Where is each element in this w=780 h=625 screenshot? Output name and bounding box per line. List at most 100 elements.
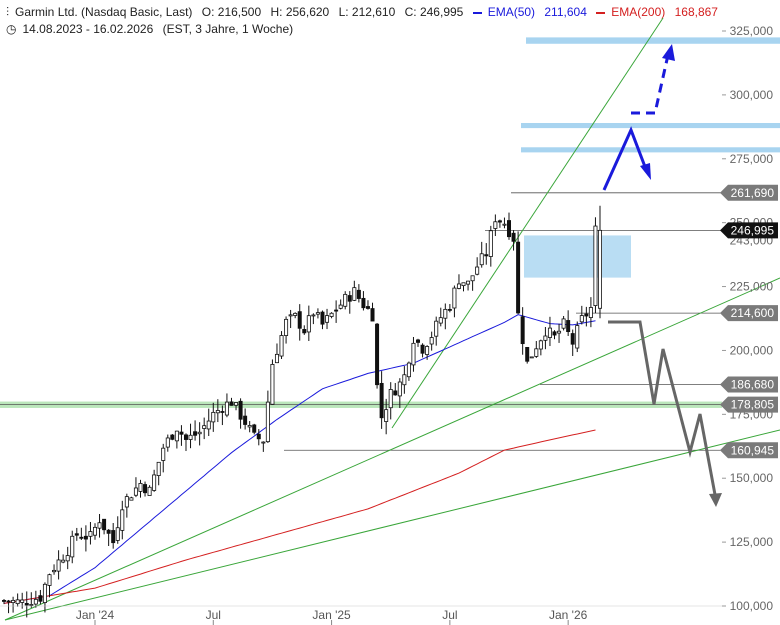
candle-body	[88, 531, 93, 537]
date-range: 14.08.2023 - 16.02.2026	[22, 22, 154, 36]
candle	[315, 308, 320, 319]
axes-layer: 100,000125,000150,000175,000200,000225,0…	[0, 24, 778, 625]
reference-lines-layer	[0, 192, 722, 451]
candle-body	[356, 289, 361, 299]
candle-body	[79, 536, 84, 539]
candle-body	[143, 484, 148, 494]
candle	[561, 315, 566, 331]
candle-body	[229, 401, 234, 406]
resistance-zone	[526, 37, 780, 44]
candle-body	[206, 420, 211, 430]
candle-body	[170, 434, 175, 440]
ema200-label: EMA(200)	[611, 5, 666, 19]
candle	[297, 304, 302, 341]
candle	[552, 330, 557, 340]
candle	[224, 393, 229, 418]
candle-body	[361, 297, 366, 309]
candle	[325, 308, 330, 330]
candle-body	[461, 282, 466, 287]
candle-body	[552, 331, 557, 336]
trendlines-layer	[4, 17, 780, 621]
candle-body	[147, 486, 152, 496]
gap-zone	[524, 235, 631, 278]
candle-body	[61, 559, 66, 563]
resistance-zone	[521, 123, 780, 129]
candle-body	[306, 315, 311, 333]
ema-layer	[3, 314, 596, 604]
candle	[152, 469, 157, 492]
candle-body	[70, 535, 75, 558]
candle	[361, 291, 366, 311]
candle-body	[411, 342, 416, 366]
candle-body	[516, 241, 521, 314]
candle	[42, 582, 47, 613]
candle	[543, 326, 548, 350]
candle	[311, 313, 316, 325]
candle	[65, 546, 70, 570]
candle	[70, 530, 75, 564]
candle	[397, 378, 402, 409]
price-tag-label: 214,600	[731, 306, 775, 320]
candle	[179, 425, 184, 446]
candles-layer	[2, 205, 603, 618]
candle	[420, 343, 425, 358]
candle-body	[393, 390, 398, 396]
candle-body	[102, 518, 107, 531]
candle-body	[33, 598, 38, 605]
price-tag-bg	[720, 184, 778, 201]
candle-body	[538, 340, 543, 350]
candle	[402, 366, 407, 394]
chart-settings: (EST, 3 Jahre, 1 Woche)	[162, 22, 294, 36]
candle	[470, 275, 475, 291]
candle-body	[593, 225, 598, 306]
last-price-tag-label: 246,995	[731, 223, 775, 237]
candle	[511, 230, 516, 251]
candle-body	[65, 555, 70, 562]
candle-body	[197, 431, 202, 435]
candle-body	[15, 599, 20, 605]
candle-body	[265, 401, 270, 443]
candle-body	[456, 283, 461, 289]
candle	[247, 421, 252, 433]
candle-body	[252, 424, 257, 433]
candle	[143, 481, 148, 497]
candle-body	[124, 496, 129, 508]
candle-body	[302, 329, 307, 334]
candle-body	[29, 604, 34, 606]
candle-body	[529, 356, 534, 359]
candle-body	[270, 364, 275, 405]
candle	[570, 329, 575, 356]
candle	[388, 382, 393, 420]
close-value: C: 246,995	[404, 5, 464, 19]
candle	[557, 323, 562, 343]
candle-body	[115, 527, 120, 541]
candle	[434, 316, 439, 346]
clock-icon: ◷	[6, 22, 17, 36]
candle-body	[416, 339, 421, 343]
y-tick-label: 225,000	[730, 280, 774, 294]
candle-body	[156, 461, 161, 476]
candle-body	[179, 431, 184, 435]
candle	[115, 516, 120, 544]
candle-body	[543, 335, 548, 341]
candle	[234, 402, 239, 411]
y-tick-label: 300,000	[730, 88, 774, 102]
candle	[6, 599, 11, 614]
candle-body	[52, 569, 57, 573]
ema50-line	[3, 314, 596, 604]
candle-body	[111, 530, 116, 544]
candle	[479, 241, 484, 268]
candle-body	[561, 318, 566, 329]
candle	[202, 417, 207, 440]
candle	[520, 307, 525, 355]
candle-body	[138, 483, 143, 492]
candle	[188, 423, 193, 449]
candle	[538, 339, 543, 356]
candle-body	[370, 308, 375, 322]
candle	[566, 310, 571, 336]
candle	[215, 399, 220, 423]
price-tag-bg	[720, 396, 778, 413]
candle-body	[320, 311, 325, 325]
candle-body	[224, 401, 229, 416]
